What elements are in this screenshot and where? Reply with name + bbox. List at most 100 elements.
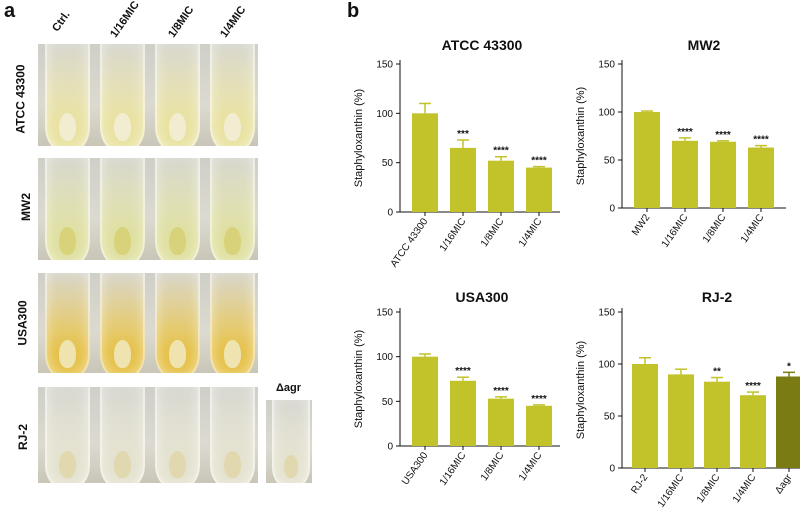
bar bbox=[450, 147, 476, 212]
x-tick-label: 1/4MIC bbox=[739, 212, 766, 245]
photo-col-label: Ctrl. bbox=[50, 9, 73, 34]
photo-mw2 bbox=[38, 158, 258, 260]
y-tick-label: 150 bbox=[598, 60, 615, 71]
bar bbox=[412, 113, 438, 212]
cell-pellet bbox=[169, 340, 186, 369]
significance-label: **** bbox=[493, 146, 509, 157]
cell-pellet bbox=[114, 340, 131, 369]
y-tick-label: 100 bbox=[598, 360, 615, 371]
chart-title: MW2 bbox=[688, 37, 721, 53]
photo-row-label: ATCC 43300 bbox=[13, 64, 28, 134]
y-tick-label: 100 bbox=[598, 108, 615, 119]
significance-label: **** bbox=[715, 130, 731, 141]
photo-col-label-dagr: Δagr bbox=[276, 382, 302, 394]
tube bbox=[154, 273, 201, 373]
x-tick-label: 1/16MIC bbox=[438, 216, 469, 253]
x-tick-label: 1/4MIC bbox=[517, 450, 544, 483]
chart-rj2: RJ-2 Staphyloxanthin (%) 0 50 100 150 RJ-2 1/16… bbox=[575, 289, 800, 508]
tube bbox=[44, 273, 91, 373]
bar bbox=[668, 374, 694, 468]
significance-label: **** bbox=[745, 381, 761, 392]
significance-label: *** bbox=[457, 129, 469, 140]
bar bbox=[488, 398, 514, 446]
x-tick-label: 1/16MIC bbox=[656, 472, 687, 508]
tube bbox=[99, 387, 146, 483]
photo-row-label: USA300 bbox=[15, 300, 30, 346]
x-tick-label: 1/8MIC bbox=[479, 450, 506, 483]
y-axis-label: Staphyloxanthin (%) bbox=[353, 89, 365, 187]
photo-rj2-dagr bbox=[266, 400, 312, 483]
significance-label: * bbox=[787, 361, 791, 372]
chart-usa300: USA300 Staphyloxanthin (%) 0 50 100 150 USA300… bbox=[353, 289, 560, 488]
photo-row-label: MW2 bbox=[19, 193, 33, 221]
tube bbox=[209, 44, 256, 146]
x-tick-label: 1/8MIC bbox=[701, 212, 728, 245]
x-tick-label: MW2 bbox=[630, 212, 653, 238]
cell-pellet bbox=[224, 340, 241, 369]
photo-usa300 bbox=[38, 273, 258, 373]
tube bbox=[271, 400, 311, 483]
tube bbox=[209, 273, 256, 373]
cell-pellet bbox=[114, 451, 131, 479]
x-tick-label: 1/16MIC bbox=[660, 212, 691, 249]
photo-col-label: 1/8MIC bbox=[166, 4, 197, 41]
cell-pellet bbox=[59, 451, 76, 479]
bar bbox=[748, 147, 774, 208]
cell-pellet bbox=[169, 226, 186, 256]
chart-title: USA300 bbox=[456, 289, 509, 305]
tube bbox=[154, 158, 201, 260]
photo-row-label: RJ-2 bbox=[16, 423, 31, 451]
x-tick-label: 1/4MIC bbox=[731, 472, 758, 505]
significance-label: **** bbox=[753, 135, 769, 146]
x-tick-label: Δagr bbox=[773, 472, 795, 496]
y-tick-label: 100 bbox=[376, 352, 393, 363]
chart-title: RJ-2 bbox=[702, 289, 733, 305]
y-tick-label: 150 bbox=[598, 308, 615, 319]
cell-pellet bbox=[224, 112, 241, 142]
bar bbox=[740, 395, 766, 468]
significance-label: **** bbox=[493, 386, 509, 397]
chart-atcc43300: ATCC 43300 Staphyloxanthin (%) 0 50 100 150 AT… bbox=[353, 37, 560, 269]
panel-a-letter: a bbox=[4, 0, 16, 22]
cell-pellet bbox=[59, 340, 76, 369]
chart-title: ATCC 43300 bbox=[442, 37, 523, 53]
tube bbox=[44, 387, 91, 483]
bar bbox=[776, 376, 800, 468]
bar bbox=[526, 167, 552, 212]
y-axis-label: Staphyloxanthin (%) bbox=[575, 341, 587, 439]
tube bbox=[154, 44, 201, 146]
y-tick-label: 150 bbox=[376, 308, 393, 319]
y-tick-label: 0 bbox=[387, 442, 393, 453]
tube bbox=[154, 387, 201, 483]
bar bbox=[672, 140, 698, 208]
significance-label: ** bbox=[713, 367, 721, 378]
y-tick-label: 50 bbox=[382, 397, 394, 408]
photo-col-label: 1/16MIC bbox=[108, 0, 142, 40]
tube bbox=[209, 158, 256, 260]
significance-label: **** bbox=[531, 156, 547, 167]
photo-rj2 bbox=[38, 387, 258, 483]
x-tick-label: ATCC 43300 bbox=[389, 216, 431, 269]
bar bbox=[634, 112, 660, 208]
y-axis-label: Staphyloxanthin (%) bbox=[353, 330, 365, 428]
bar bbox=[710, 141, 736, 208]
tube bbox=[44, 158, 91, 260]
tube bbox=[99, 158, 146, 260]
photo-col-label: 1/4MIC bbox=[218, 4, 249, 41]
cell-pellet bbox=[284, 455, 298, 479]
photo-atcc43300 bbox=[38, 44, 258, 146]
y-tick-label: 50 bbox=[604, 412, 616, 423]
x-tick-label: USA300 bbox=[400, 450, 431, 487]
y-tick-label: 50 bbox=[604, 156, 616, 167]
y-tick-label: 0 bbox=[609, 464, 615, 475]
y-axis-label: Staphyloxanthin (%) bbox=[575, 87, 587, 185]
cell-pellet bbox=[224, 226, 241, 256]
chart-mw2: MW2 Staphyloxanthin (%) 0 50 100 150 MW2 **** 1/… bbox=[575, 37, 786, 250]
tube bbox=[99, 44, 146, 146]
y-tick-label: 0 bbox=[609, 204, 615, 215]
significance-label: **** bbox=[531, 394, 547, 405]
x-tick-label: 1/4MIC bbox=[517, 216, 544, 249]
bar bbox=[412, 356, 438, 446]
x-tick-label: 1/8MIC bbox=[479, 216, 506, 249]
